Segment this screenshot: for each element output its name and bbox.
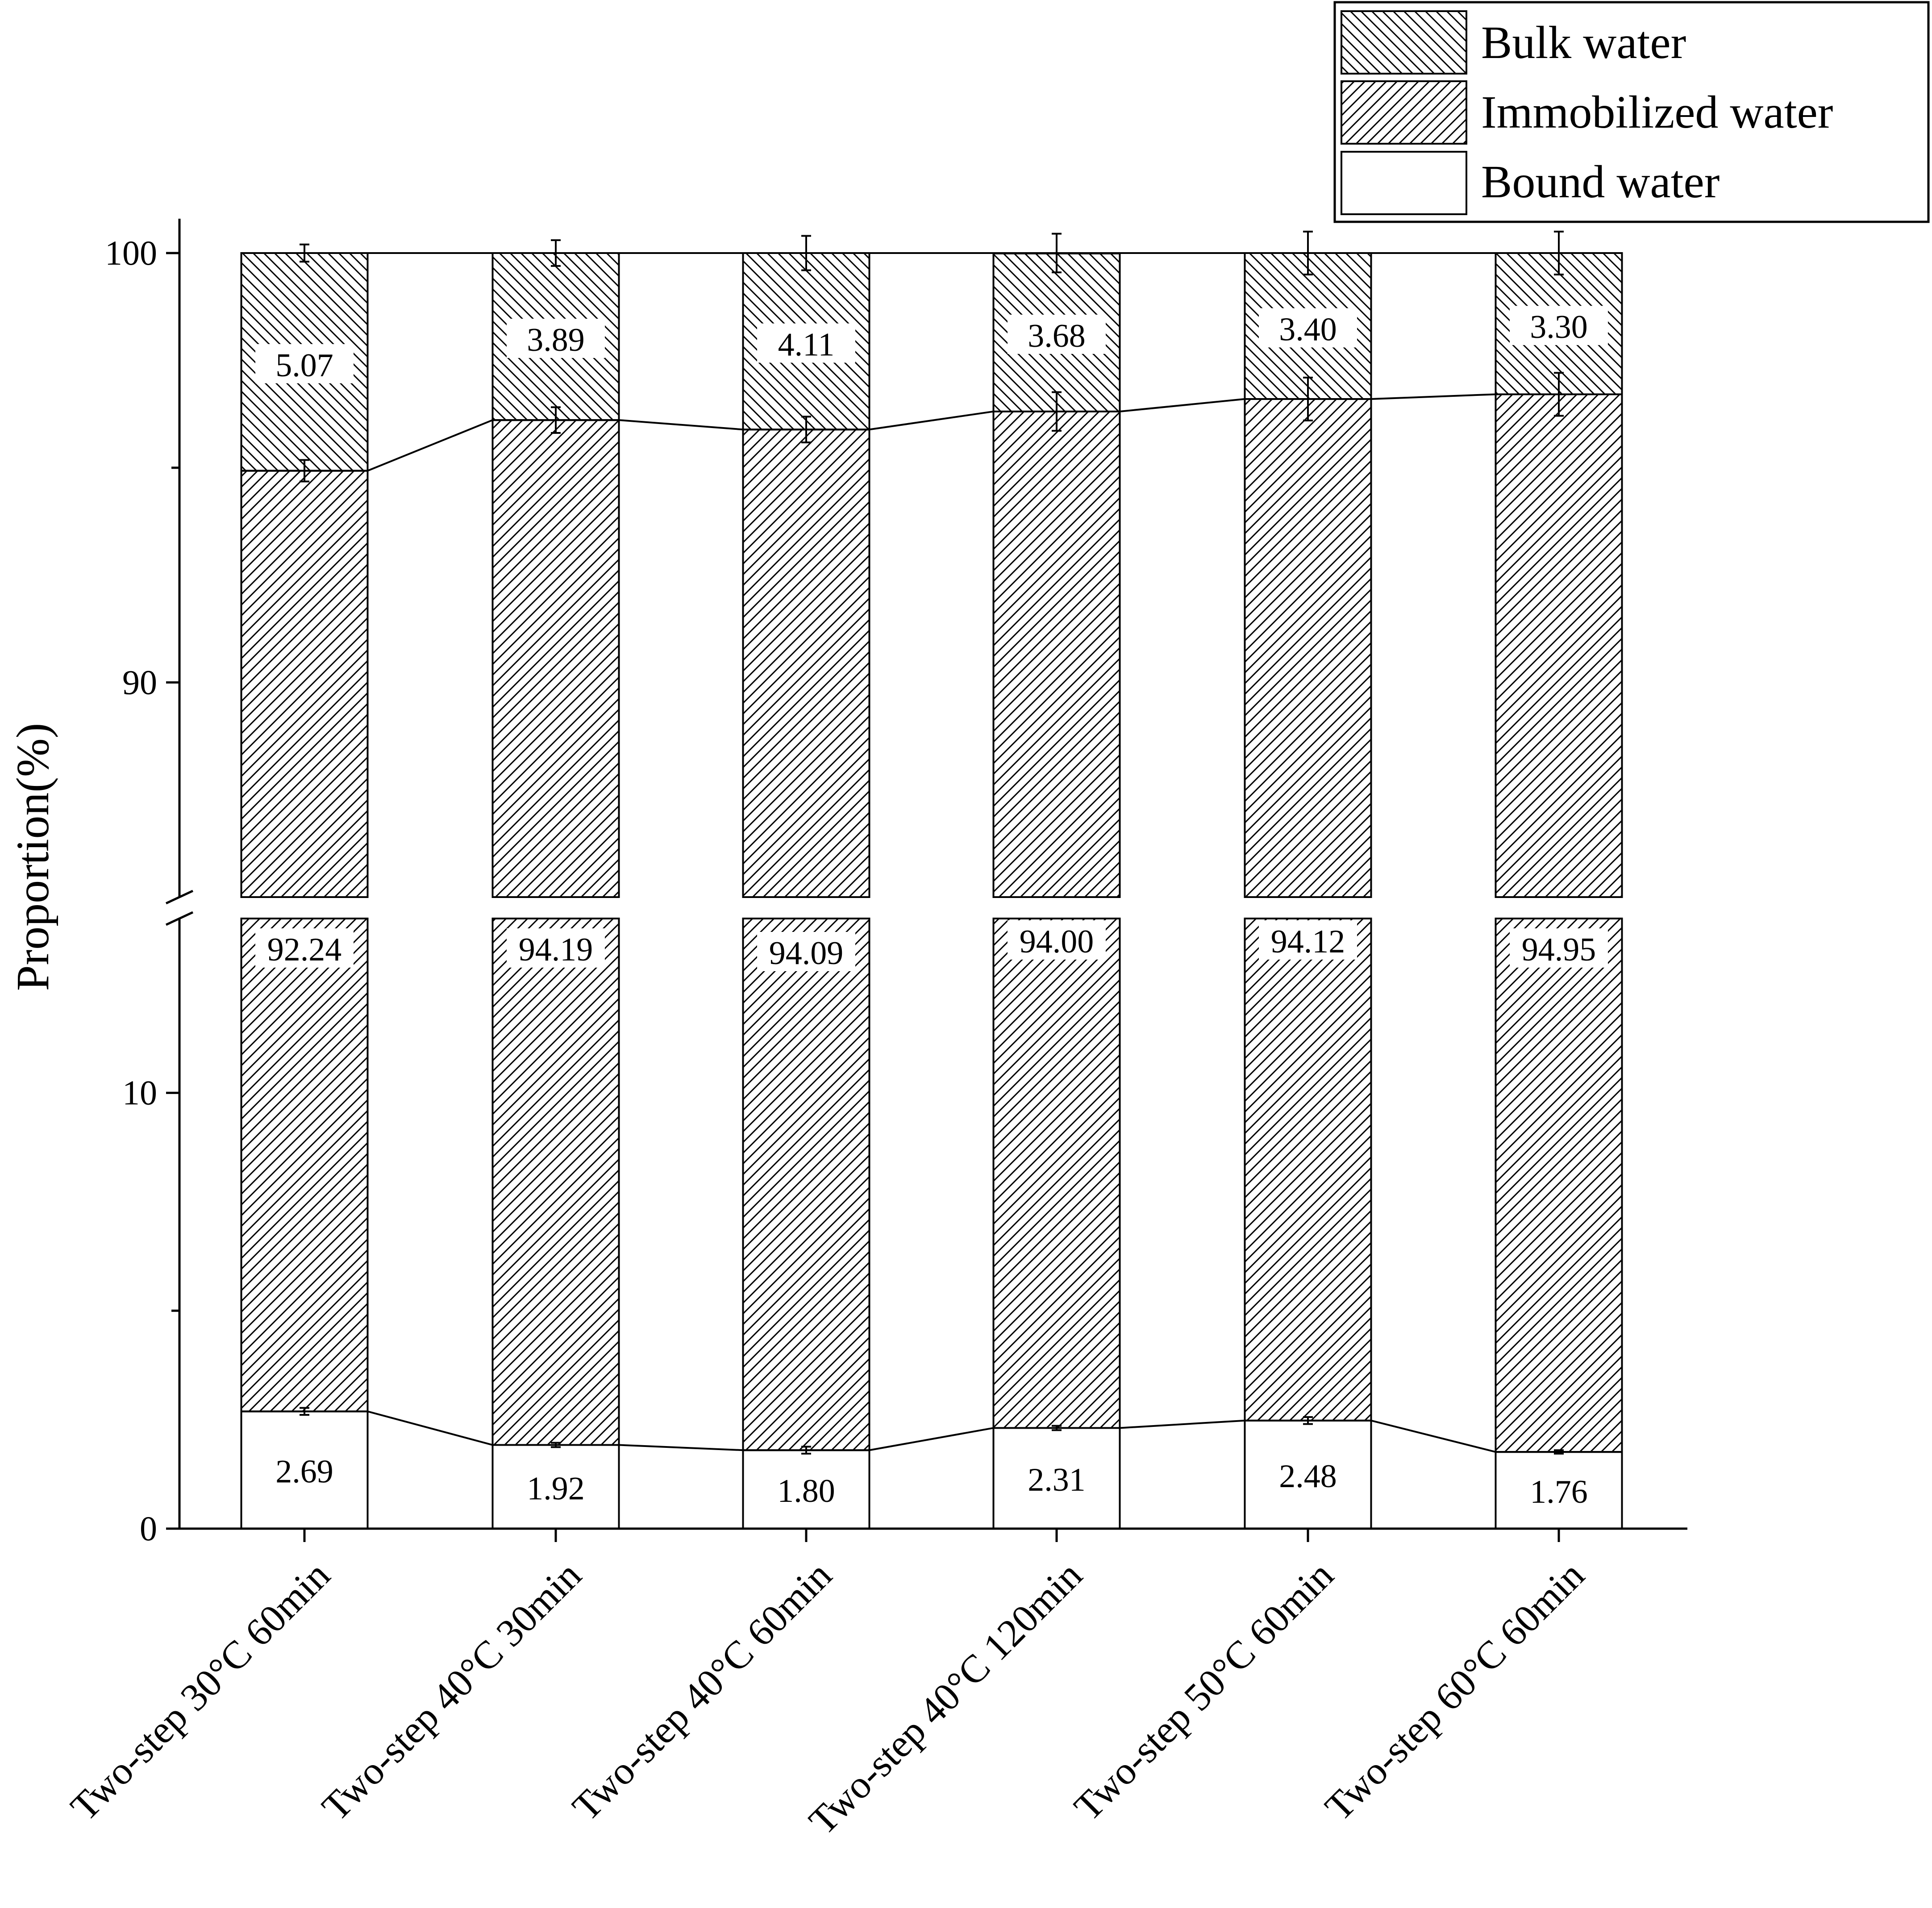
data-label-bound: 1.80 [777,1473,835,1509]
data-label-immobilized: 94.00 [1020,923,1094,960]
data-label-immobilized-bg [1510,928,1608,968]
data-label-bound: 2.48 [1279,1458,1337,1495]
data-label-immobilized: 94.19 [519,931,593,968]
x-tick-label: Two-step 50°C 60min [1066,1554,1342,1829]
data-label-immobilized: 92.24 [267,931,342,968]
data-label-immobilized-bg [1008,920,1106,960]
data-label-bulk-bg [1259,308,1357,348]
data-label-bulk: 5.07 [275,347,333,384]
legend-label-immobilized: Immobilized water [1481,87,1833,138]
data-label-bound: 1.76 [1530,1474,1588,1510]
data-label-bound-bg [255,1450,354,1490]
legend-swatch-bulk [1341,10,1467,75]
legend: Bulk water Immobilized water Bound water [1333,1,1930,223]
bar-immobilized-water-lower [742,918,870,1451]
line-immobilized-top [241,393,1622,472]
data-label-bulk-bg [757,323,855,363]
bar-immobilized-water-upper [491,419,620,898]
data-label-immobilized-bg [507,928,605,968]
data-label-bulk-bg [507,319,605,358]
data-label-bound-bg [1259,1455,1357,1494]
data-label-bulk: 3.40 [1279,312,1337,348]
data-label-bulk: 3.68 [1028,318,1086,354]
x-tick-label: Two-step 40°C 30min [314,1554,590,1829]
data-label-bound-bg [507,1467,605,1507]
axis-break-mark [165,890,194,905]
data-label-immobilized-bg [757,932,855,971]
data-label-bulk: 3.30 [1530,309,1588,345]
line-bound-top [241,1410,1622,1453]
plot-area: 2.69 92.24 5.07 1.92 94.19 3.89 1.80 94.09 4.11 2… [62,219,1687,1843]
data-label-bound: 2.69 [275,1454,333,1490]
axis-break-mark [165,911,194,926]
data-label-immobilized: 94.09 [769,935,844,972]
y-tick-label: 0 [140,1509,157,1548]
data-label-bulk-bg [1008,314,1106,354]
y-tick-label: 100 [105,233,157,272]
data-label-bound: 1.92 [527,1470,585,1507]
y-axis-title: Proportion(%) [7,723,58,991]
legend-swatch-immobilized [1341,80,1467,145]
data-label-bulk-bg [255,344,354,383]
data-label-immobilized: 94.12 [1271,923,1345,960]
bar-immobilized-water-lower [992,918,1121,1429]
legend-swatch-bound [1341,151,1467,215]
data-label-bulk-bg [1510,306,1608,345]
data-label-bound: 2.31 [1028,1462,1086,1498]
legend-label-bulk: Bulk water [1481,17,1686,68]
bar-immobilized-water-upper [742,428,870,898]
x-tick-label: Two-step 30°C 60min [62,1554,338,1829]
data-label-bound-bg [1510,1471,1608,1510]
bar-immobilized-water-upper [1495,393,1623,898]
y-tick-label: 90 [122,663,157,702]
data-label-immobilized-bg [1259,920,1357,960]
data-label-immobilized: 94.95 [1522,931,1596,968]
y-tick-label: 10 [122,1073,157,1112]
bar-immobilized-water-upper [240,470,369,898]
bar-immobilized-water-lower [1495,918,1623,1453]
bar-immobilized-water-upper [1244,398,1372,898]
x-tick-label: Two-step 60°C 60min [1317,1554,1593,1829]
x-tick-label: Two-step 40°C 120min [801,1554,1091,1843]
data-label-bound-bg [1008,1459,1106,1498]
data-label-immobilized-bg [255,928,354,968]
x-tick-label: Two-step 40°C 60min [564,1554,840,1829]
bar-immobilized-water-lower [240,918,369,1413]
data-label-bulk: 3.89 [527,322,585,358]
bar-immobilized-water-lower [491,918,620,1446]
data-label-bulk: 4.11 [778,327,835,363]
bar-immobilized-water-upper [992,410,1121,898]
data-label-bound-bg [757,1470,855,1509]
bar-immobilized-water-lower [1244,918,1372,1422]
legend-label-bound: Bound water [1481,156,1720,208]
